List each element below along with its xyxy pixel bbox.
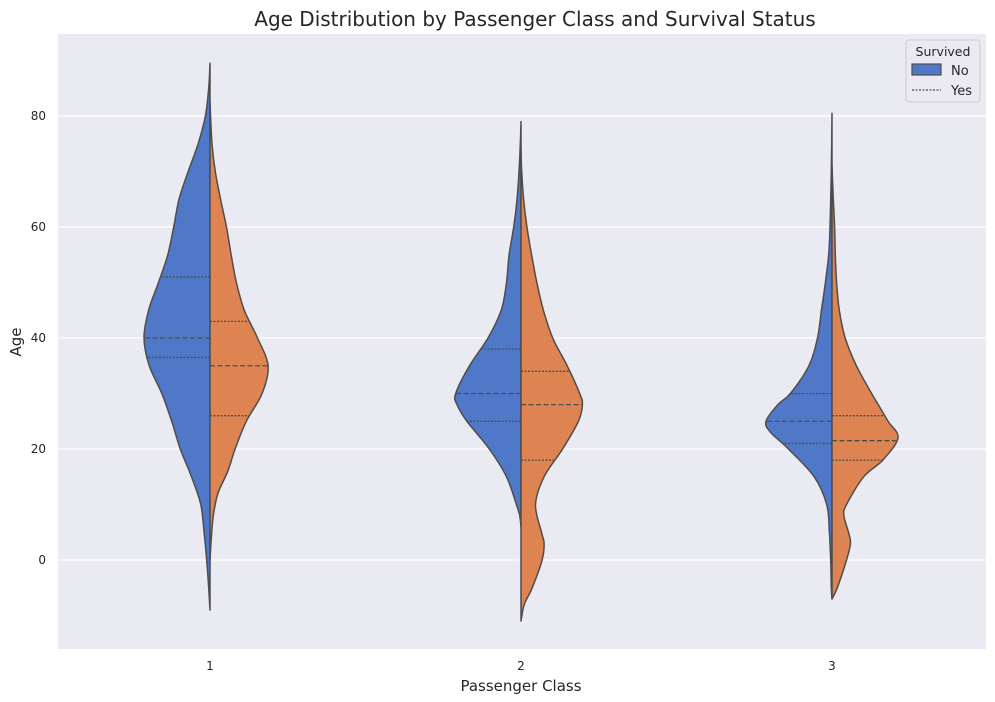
chart-title: Age Distribution by Passenger Class and …	[254, 7, 815, 31]
legend: Survived No Yes	[905, 39, 981, 103]
legend-label-no: No	[951, 64, 969, 79]
violin-no-class-3	[764, 112, 833, 600]
y-tick-label-80: 80	[31, 109, 46, 123]
legend-title: Survived	[916, 44, 971, 59]
legend-swatch-no	[911, 63, 942, 76]
y-tick-label-20: 20	[31, 442, 46, 456]
y-axis-ticks: 0 20 40 60 80	[31, 109, 46, 567]
violins	[143, 62, 899, 622]
violin-no-class-1	[143, 62, 211, 611]
violin-yes-class-1	[209, 101, 269, 561]
violin-yes-class-3	[831, 165, 899, 600]
x-tick-label-1: 1	[206, 659, 214, 673]
x-axis-ticks: 1 2 3	[206, 659, 836, 673]
y-tick-label-60: 60	[31, 220, 46, 234]
violin-yes-class-2	[520, 148, 584, 622]
y-axis-label: Age	[7, 327, 25, 356]
violin-no-class-2	[453, 120, 522, 528]
legend-label-yes: Yes	[950, 84, 972, 99]
y-tick-label-40: 40	[31, 331, 46, 345]
x-axis-label: Passenger Class	[460, 677, 581, 695]
x-tick-label-2: 2	[517, 659, 525, 673]
y-tick-label-0: 0	[38, 553, 46, 567]
x-tick-label-3: 3	[828, 659, 836, 673]
legend-box	[905, 39, 981, 103]
